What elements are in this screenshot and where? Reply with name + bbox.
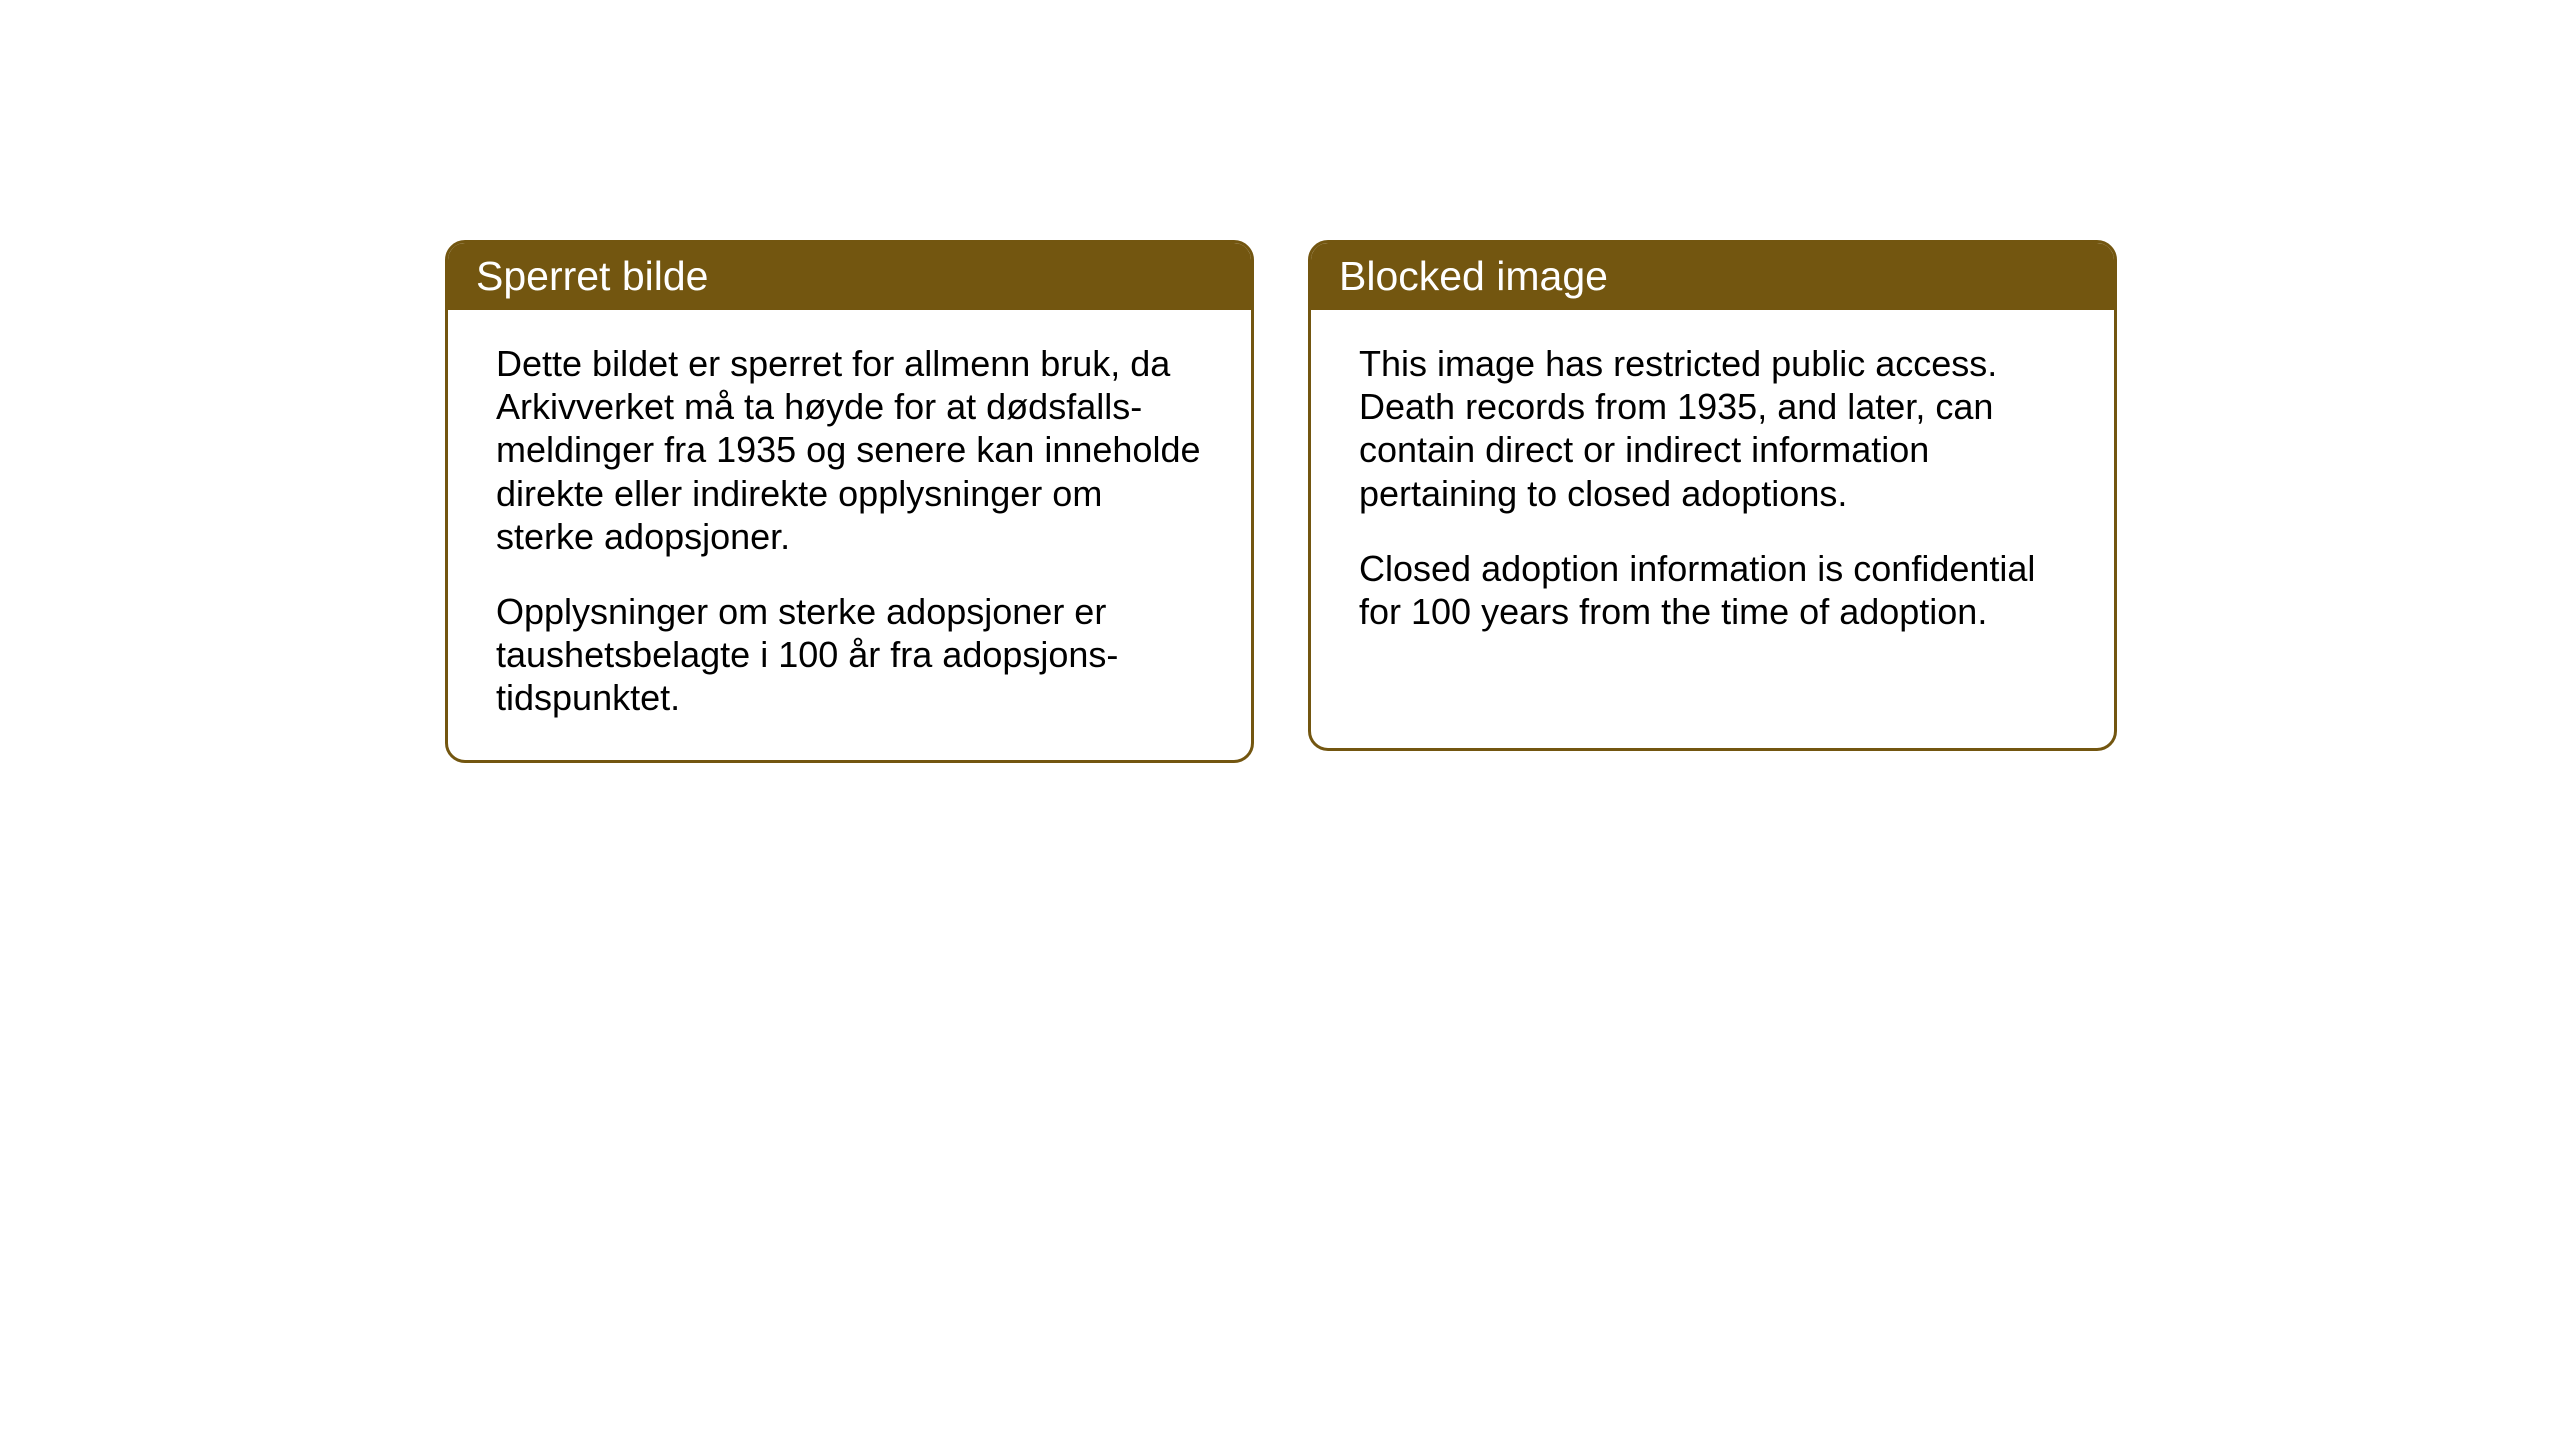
card-body-english: This image has restricted public access.… <box>1311 310 2114 673</box>
notice-card-norwegian: Sperret bilde Dette bildet er sperret fo… <box>445 240 1254 763</box>
card-header-english: Blocked image <box>1311 243 2114 310</box>
notice-cards-container: Sperret bilde Dette bildet er sperret fo… <box>445 240 2117 763</box>
card-body-norwegian: Dette bildet er sperret for allmenn bruk… <box>448 310 1251 760</box>
notice-paragraph-1-english: This image has restricted public access.… <box>1359 342 2066 515</box>
notice-paragraph-1-norwegian: Dette bildet er sperret for allmenn bruk… <box>496 342 1203 558</box>
notice-paragraph-2-norwegian: Opplysninger om sterke adopsjoner er tau… <box>496 590 1203 720</box>
card-header-norwegian: Sperret bilde <box>448 243 1251 310</box>
notice-paragraph-2-english: Closed adoption information is confident… <box>1359 547 2066 633</box>
notice-card-english: Blocked image This image has restricted … <box>1308 240 2117 751</box>
